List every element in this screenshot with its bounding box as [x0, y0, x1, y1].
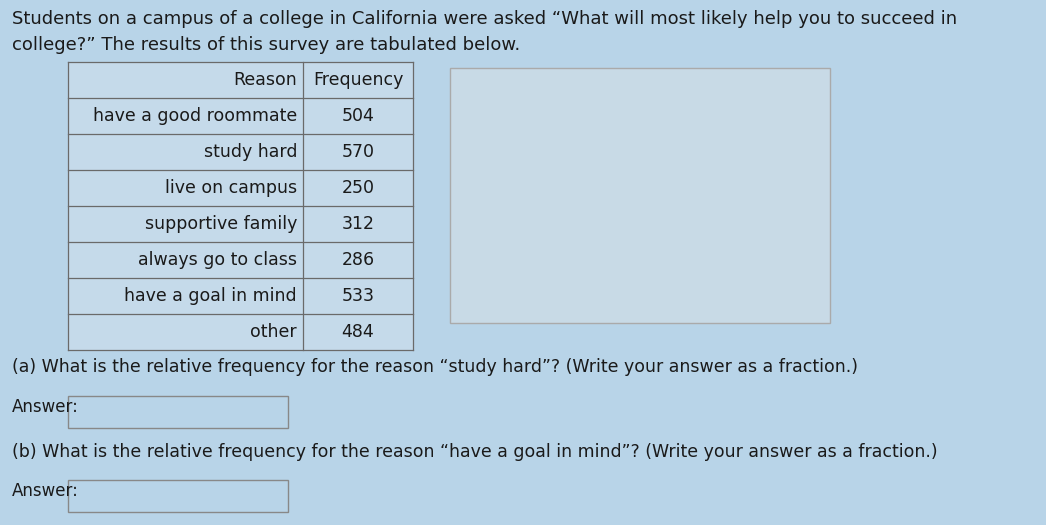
Bar [68, 242, 413, 278]
Text: 570: 570 [341, 143, 374, 161]
Text: (b) What is the relative frequency for the reason “have a goal in mind”? (Write : (b) What is the relative frequency for t… [12, 443, 937, 461]
Text: study hard: study hard [204, 143, 297, 161]
Text: 504: 504 [342, 107, 374, 125]
Text: Frequency: Frequency [313, 71, 403, 89]
Bar [68, 206, 413, 242]
Bar [68, 134, 413, 170]
Text: (a) What is the relative frequency for the reason “study hard”? (Write your answ: (a) What is the relative frequency for t… [12, 358, 858, 376]
Text: always go to class: always go to class [138, 251, 297, 269]
Bar [68, 396, 288, 428]
Text: Students on a campus of a college in California were asked “What will most likel: Students on a campus of a college in Cal… [12, 10, 957, 28]
Text: have a good roommate: have a good roommate [93, 107, 297, 125]
Bar [68, 314, 413, 350]
Text: 533: 533 [341, 287, 374, 305]
Bar [68, 278, 413, 314]
Bar [450, 68, 829, 323]
Bar [68, 62, 413, 98]
Text: Answer:: Answer: [12, 398, 78, 416]
Text: Reason: Reason [233, 71, 297, 89]
Bar [68, 98, 413, 134]
Text: 484: 484 [342, 323, 374, 341]
Bar [68, 170, 413, 206]
Text: Answer:: Answer: [12, 482, 78, 500]
Text: supportive family: supportive family [144, 215, 297, 233]
Text: other: other [250, 323, 297, 341]
Text: college?” The results of this survey are tabulated below.: college?” The results of this survey are… [12, 36, 520, 54]
Bar [68, 480, 288, 512]
Text: live on campus: live on campus [165, 179, 297, 197]
Text: have a goal in mind: have a goal in mind [124, 287, 297, 305]
Text: 250: 250 [341, 179, 374, 197]
Text: 312: 312 [341, 215, 374, 233]
Text: 286: 286 [341, 251, 374, 269]
